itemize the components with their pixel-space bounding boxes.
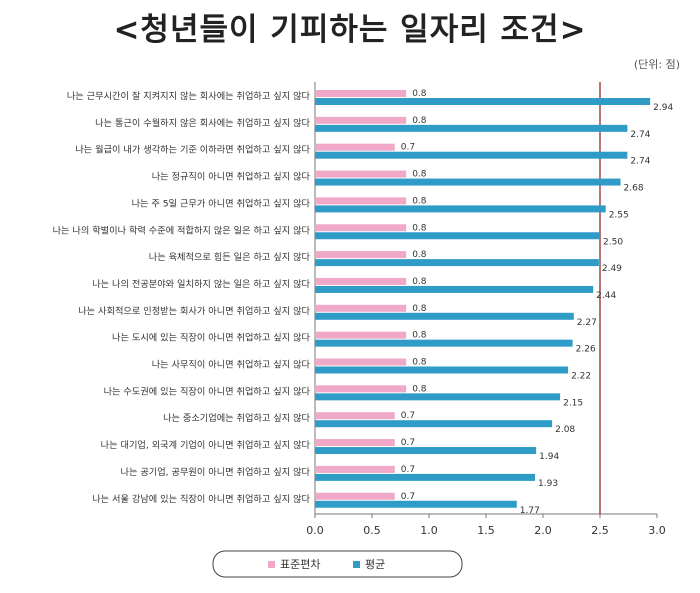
data-label-mean: 2.08 — [555, 425, 575, 435]
category-label: 나는 대기업, 외국계 기업이 아니면 취업하고 싶지 않다 — [101, 439, 311, 451]
bar-std-dev — [315, 143, 395, 151]
data-label-mean: 2.26 — [576, 345, 596, 355]
data-label-std-dev: 0.8 — [412, 170, 427, 180]
data-label-mean: 2.44 — [596, 291, 616, 301]
unit-note: (단위: 점) — [633, 58, 680, 71]
legend-label-mean: 평균 — [365, 558, 385, 571]
bar-mean — [315, 124, 628, 132]
data-label-std-dev: 0.7 — [401, 492, 415, 502]
category-label: 나는 정규직이 아니면 취업하고 싶지 않다 — [152, 171, 311, 183]
bar-std-dev — [315, 304, 407, 312]
data-label-mean: 2.74 — [630, 157, 650, 167]
bar-std-dev — [315, 197, 407, 205]
legend-swatch-mean — [353, 561, 360, 568]
category-label: 나는 도시에 있는 직장이 아니면 취업하고 싶지 않다 — [112, 332, 310, 344]
data-label-std-dev: 0.8 — [412, 331, 427, 341]
data-label-std-dev: 0.8 — [412, 223, 427, 233]
data-label-std-dev: 0.8 — [412, 250, 427, 260]
bar-mean — [315, 366, 569, 374]
data-label-std-dev: 0.7 — [401, 143, 415, 153]
data-label-mean: 2.74 — [630, 130, 650, 140]
x-tick-label: 1.0 — [420, 524, 438, 537]
data-label-mean: 2.55 — [609, 210, 629, 220]
bar-std-dev — [315, 331, 407, 339]
category-label: 나는 근무시간이 잘 지켜지지 않는 회사에는 취업하고 싶지 않다 — [67, 90, 311, 102]
bar-mean — [315, 232, 600, 240]
data-label-mean: 2.94 — [653, 103, 673, 113]
bar-mean — [315, 205, 606, 213]
data-label-mean: 2.68 — [624, 184, 644, 194]
bar-mean — [315, 447, 537, 455]
data-label-mean: 1.94 — [539, 452, 559, 462]
category-label: 나는 통근이 수월하지 않은 회사에는 취업하고 싶지 않다 — [95, 117, 310, 129]
x-tick-label: 2.5 — [591, 524, 609, 537]
legend-label-std-dev: 표준편차 — [280, 558, 320, 571]
category-label: 나는 서울 강남에 있는 직장이 아니면 취업하고 싶지 않다 — [92, 493, 310, 505]
category-label: 나는 월급이 내가 생각하는 기준 이하라면 취업하고 싶지 않다 — [75, 144, 310, 156]
bar-std-dev — [315, 412, 395, 420]
x-tick-label: 1.5 — [477, 524, 495, 537]
category-label: 나는 육체적으로 힘든 일은 하고 싶지 않다 — [149, 251, 311, 263]
bar-mean — [315, 339, 573, 347]
data-label-mean: 1.77 — [520, 506, 540, 516]
bar-std-dev — [315, 492, 395, 500]
data-label-mean: 2.49 — [602, 264, 622, 274]
bar-mean — [315, 420, 553, 428]
category-label: 나는 공기업, 공무원이 아니면 취업하고 싶지 않다 — [121, 466, 311, 478]
category-label: 나는 나의 학벌이나 학력 수준에 적합하지 않은 일은 하고 싶지 않다 — [53, 224, 311, 236]
data-label-mean: 2.22 — [571, 372, 591, 382]
bar-std-dev — [315, 116, 407, 124]
data-label-mean: 1.93 — [538, 479, 558, 489]
category-label: 나는 사무직이 아니면 취업하고 싶지 않다 — [152, 359, 311, 371]
legend-box — [212, 550, 463, 578]
bar-std-dev — [315, 170, 407, 178]
data-label-std-dev: 0.8 — [412, 304, 427, 314]
bar-std-dev — [315, 251, 407, 259]
bar-mean — [315, 285, 594, 293]
bar-mean — [315, 259, 599, 267]
x-tick-label: 2.0 — [534, 524, 552, 537]
data-label-std-dev: 0.7 — [401, 411, 415, 421]
data-label-mean: 2.50 — [603, 237, 623, 247]
bar-mean — [315, 312, 574, 320]
bar-mean — [315, 500, 517, 508]
data-label-std-dev: 0.7 — [401, 438, 415, 448]
legend-swatch-std-dev — [268, 561, 275, 568]
data-label-mean: 2.15 — [563, 398, 583, 408]
data-label-std-dev: 0.8 — [412, 89, 427, 99]
data-label-std-dev: 0.8 — [412, 116, 427, 126]
x-tick-label: 0.0 — [306, 524, 324, 537]
bar-mean — [315, 178, 621, 186]
bar-mean — [315, 473, 536, 481]
x-tick-label: 3.0 — [648, 524, 666, 537]
bar-std-dev — [315, 358, 407, 366]
data-label-std-dev: 0.7 — [401, 465, 415, 475]
bar-mean — [315, 98, 651, 105]
bar-std-dev — [315, 224, 407, 232]
bar-std-dev — [315, 90, 407, 97]
chart-title: <청년들이 기피하는 일자리 조건> — [113, 12, 587, 48]
data-label-std-dev: 0.8 — [412, 277, 427, 287]
category-label: 나는 사회적으로 인정받는 회사가 아니면 취업하고 싶지 않다 — [78, 305, 310, 317]
x-tick-label: 0.5 — [363, 524, 381, 537]
bar-std-dev — [315, 277, 407, 285]
data-label-std-dev: 0.8 — [412, 196, 427, 206]
category-label: 나는 수도권에 있는 직장이 아니면 취업하고 싶지 않다 — [104, 385, 311, 397]
category-label: 나는 나의 전공분야와 일치하지 않는 일은 하고 싶지 않다 — [92, 278, 310, 290]
bar-std-dev — [315, 439, 395, 447]
bar-std-dev — [315, 465, 395, 473]
data-label-std-dev: 0.8 — [412, 384, 427, 394]
bar-mean — [315, 151, 628, 159]
category-label: 나는 중소기업에는 취업하고 싶지 않다 — [163, 412, 310, 424]
category-label: 나는 주 5일 근무가 아니면 취업하고 싶지 않다 — [132, 197, 311, 209]
bar-std-dev — [315, 385, 407, 393]
bar-mean — [315, 393, 561, 401]
data-label-mean: 2.27 — [577, 318, 597, 328]
data-label-std-dev: 0.8 — [412, 358, 427, 368]
